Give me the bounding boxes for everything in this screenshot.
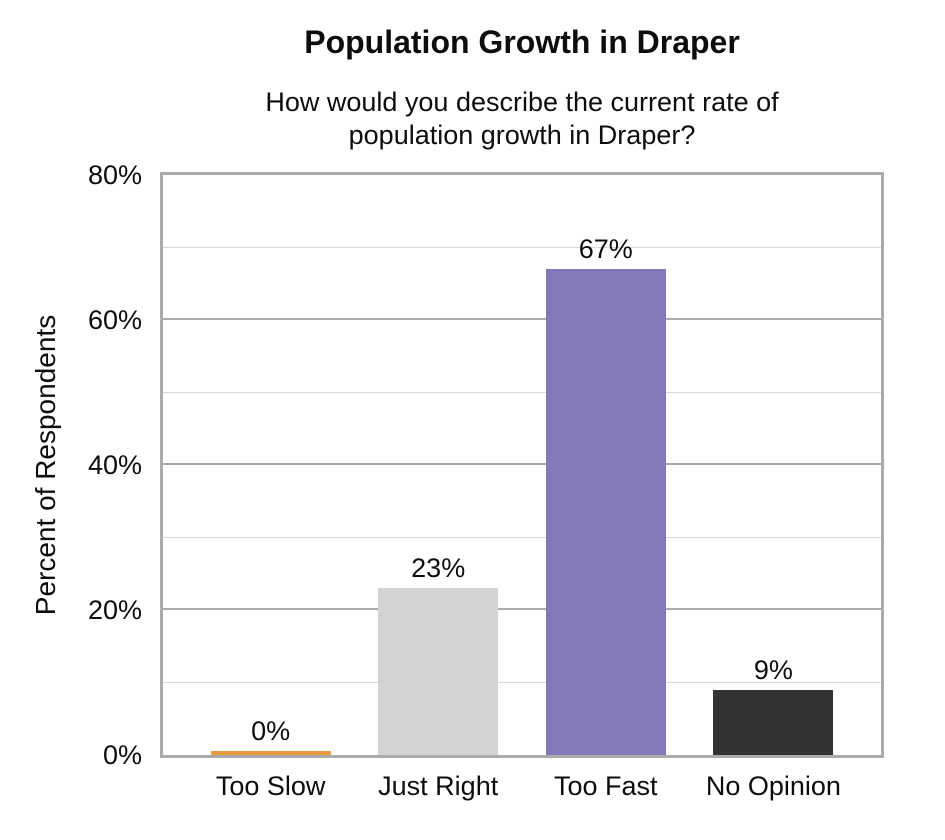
chart-subtitle-line-2: population growth in Draper? — [348, 120, 696, 150]
data-label-too-slow: 0% — [251, 716, 291, 746]
gridline-40-major — [163, 463, 881, 465]
data-label-just-right: 23% — [411, 553, 466, 583]
bar-series: 0% 23% 67% 9% — [163, 175, 881, 755]
bar-slot-no-opinion: 9% — [713, 175, 834, 755]
gridline-50-minor — [163, 391, 881, 393]
plot-area: 0% 23% 67% 9% — [160, 172, 884, 758]
bar-slot-too-slow: 0% — [210, 175, 331, 755]
bar-too-fast — [545, 269, 666, 755]
bar-just-right — [378, 588, 499, 755]
x-category-no-opinion: No Opinion — [705, 771, 841, 801]
y-tick-40%: 40% — [87, 450, 142, 480]
x-category-too-fast: Too Fast — [554, 771, 658, 801]
bar-slot-too-fast: 67% — [545, 175, 666, 755]
gridline-10-minor — [163, 681, 881, 683]
y-axis-title: Percent of Respondents — [30, 314, 61, 616]
y-tick-80%: 80% — [87, 160, 142, 190]
chart-subtitle: How would you describe the current rate … — [110, 86, 934, 152]
x-category-just-right: Just Right — [378, 771, 499, 801]
chart-title: Population Growth in Draper — [304, 24, 740, 60]
bar-slot-just-right: 23% — [378, 175, 499, 755]
y-tick-0%: 0% — [102, 740, 142, 770]
data-label-too-fast: 67% — [578, 234, 633, 264]
gridline-70-minor — [163, 246, 881, 248]
chart-subtitle-line-1: How would you describe the current rate … — [265, 87, 779, 117]
y-tick-60%: 60% — [87, 305, 142, 335]
gridlines — [163, 175, 881, 755]
data-label-no-opinion: 9% — [753, 655, 793, 685]
x-category-too-slow: Too Slow — [215, 771, 326, 801]
gridline-30-minor — [163, 536, 881, 538]
x-axis-category-labels: Too Slow Just Right Too Fast No Opinion — [163, 771, 881, 802]
gridline-60-major — [163, 318, 881, 320]
bar-no-opinion — [713, 690, 834, 755]
y-tick-20%: 20% — [87, 595, 142, 625]
gridline-20-major — [163, 608, 881, 610]
bar-too-slow — [210, 751, 331, 755]
